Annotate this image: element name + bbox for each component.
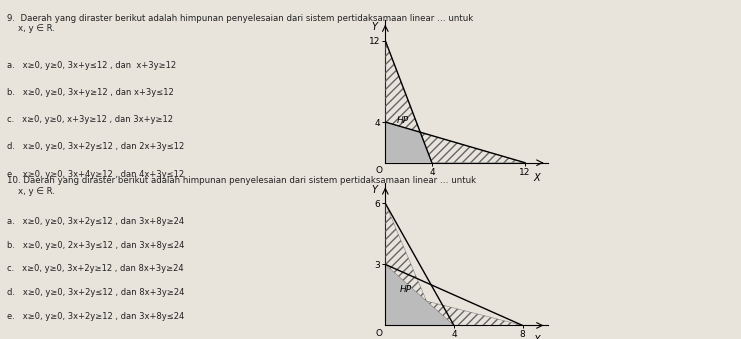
Text: HP: HP: [396, 116, 409, 125]
Text: 9.  Daerah yang diraster berikut adalah himpunan penyelesaian dari sistem pertid: 9. Daerah yang diraster berikut adalah h…: [7, 14, 473, 33]
Text: O: O: [375, 329, 382, 338]
Text: 10. Daerah yang diraster berikut adalah himpunan penyelesaian dari sistem pertid: 10. Daerah yang diraster berikut adalah …: [7, 176, 476, 196]
Text: b.   x≥0, y≥0, 2x+3y≤12 , dan 3x+8y≤24: b. x≥0, y≥0, 2x+3y≤12 , dan 3x+8y≤24: [7, 241, 185, 250]
Text: X: X: [534, 173, 540, 183]
Text: a.   x≥0, y≥0, 3x+y≤12 , dan  x+3y≥12: a. x≥0, y≥0, 3x+y≤12 , dan x+3y≥12: [7, 61, 176, 70]
Text: e.   x≥0, y≥0, 3x+2y≥12 , dan 3x+8y≤24: e. x≥0, y≥0, 3x+2y≥12 , dan 3x+8y≤24: [7, 312, 185, 321]
Text: O: O: [375, 166, 382, 175]
Text: a.   x≥0, y≥0, 3x+2y≤12 , dan 3x+8y≥24: a. x≥0, y≥0, 3x+2y≤12 , dan 3x+8y≥24: [7, 217, 185, 226]
Text: c.   x≥0, y≥0, x+3y≥12 , dan 3x+y≥12: c. x≥0, y≥0, x+3y≥12 , dan 3x+y≥12: [7, 115, 173, 124]
Text: HP: HP: [400, 285, 412, 294]
Text: X: X: [534, 335, 540, 339]
Text: Y: Y: [371, 22, 377, 33]
Text: c.   x≥0, y≥0, 3x+2y≥12 , dan 8x+3y≥24: c. x≥0, y≥0, 3x+2y≥12 , dan 8x+3y≥24: [7, 264, 184, 274]
Text: d.   x≥0, y≥0, 3x+2y≤12 , dan 8x+3y≥24: d. x≥0, y≥0, 3x+2y≤12 , dan 8x+3y≥24: [7, 288, 185, 297]
Text: Y: Y: [371, 185, 377, 195]
Polygon shape: [385, 122, 432, 163]
Polygon shape: [385, 264, 454, 325]
Text: d.   x≥0, y≥0, 3x+2y≤12 , dan 2x+3y≤12: d. x≥0, y≥0, 3x+2y≤12 , dan 2x+3y≤12: [7, 142, 185, 152]
Text: b.   x≥0, y≥0, 3x+y≥12 , dan x+3y≤12: b. x≥0, y≥0, 3x+y≥12 , dan x+3y≤12: [7, 88, 174, 97]
Text: e.   x≥0, y≥0, 3x+4y≥12 , dan 4x+3y≤12: e. x≥0, y≥0, 3x+4y≥12 , dan 4x+3y≤12: [7, 170, 185, 179]
